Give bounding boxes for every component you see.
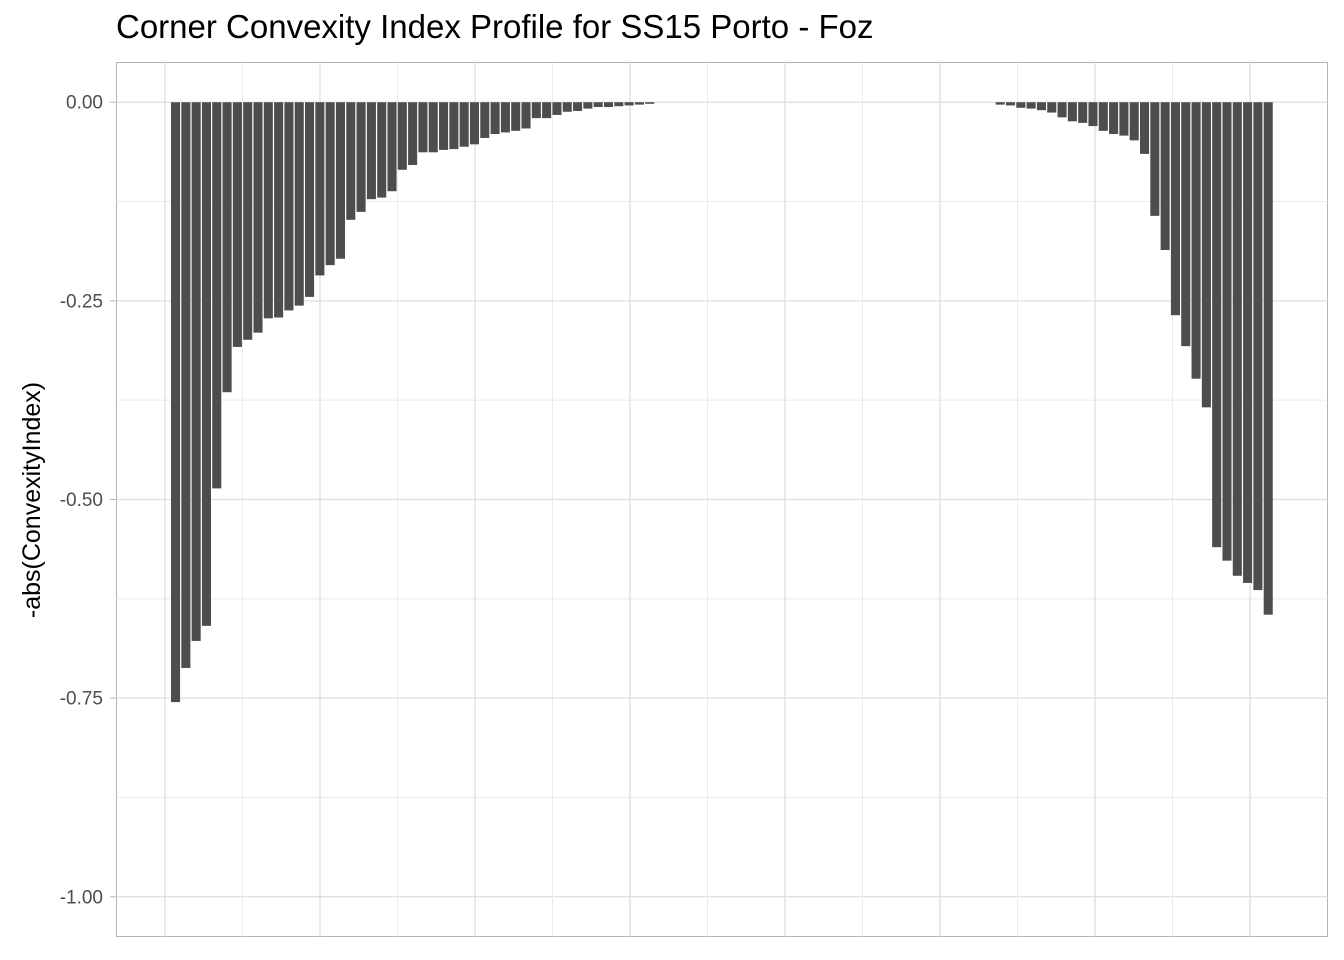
bar	[387, 102, 397, 192]
bar	[1088, 102, 1098, 127]
bar	[1212, 102, 1222, 548]
bar	[397, 102, 407, 170]
bar	[222, 102, 232, 393]
bar	[1253, 102, 1263, 591]
bar	[263, 102, 273, 319]
bar	[1263, 102, 1273, 615]
bar	[995, 102, 1005, 105]
bars	[171, 102, 1273, 703]
bar	[603, 102, 614, 107]
bar	[1119, 102, 1129, 136]
bar	[562, 102, 572, 112]
bar	[469, 102, 480, 145]
bar	[232, 102, 242, 347]
bar	[1222, 102, 1232, 561]
bar	[552, 102, 562, 115]
bar	[377, 102, 387, 198]
bar	[1160, 102, 1170, 251]
bar	[573, 102, 583, 111]
bar	[191, 102, 201, 641]
bar	[294, 102, 304, 306]
bar	[614, 102, 624, 107]
bar	[511, 102, 521, 131]
y-axis-title: -abs(ConvexityIndex)	[18, 382, 46, 618]
bar	[356, 102, 366, 212]
bar	[1026, 102, 1036, 109]
bar	[1047, 102, 1057, 113]
bar	[521, 102, 531, 129]
bar	[366, 102, 376, 200]
bar	[1232, 102, 1242, 576]
chart-title: Corner Convexity Index Profile for SS15 …	[116, 8, 874, 45]
bar	[490, 102, 500, 135]
y-tick-label: -0.75	[60, 689, 103, 710]
bar	[335, 102, 345, 259]
bar	[1109, 102, 1119, 135]
bar	[459, 102, 469, 147]
bar	[274, 102, 284, 318]
bar	[212, 102, 222, 489]
bar	[645, 102, 655, 104]
bar	[1005, 102, 1016, 106]
bar	[1078, 102, 1088, 123]
bar	[1181, 102, 1191, 347]
bar	[408, 102, 418, 165]
bar	[243, 102, 253, 340]
bar	[201, 102, 211, 626]
bar	[1016, 102, 1026, 108]
y-axis-ticks: 0.00 -0.25 -0.50 -0.75 -1.00	[60, 93, 116, 908]
bar	[428, 102, 438, 153]
bar	[531, 102, 541, 119]
bar	[1201, 102, 1211, 408]
bar	[449, 102, 459, 150]
y-tick-label: -0.50	[60, 490, 103, 511]
bar	[1098, 102, 1108, 131]
bar	[634, 102, 644, 105]
bar	[181, 102, 191, 668]
bar	[284, 102, 294, 311]
bar	[1129, 102, 1139, 141]
bar	[1170, 102, 1180, 316]
bar	[593, 102, 603, 107]
bar	[346, 102, 356, 220]
y-tick-label: 0.00	[66, 93, 103, 114]
bar	[583, 102, 593, 109]
y-tick-label: -1.00	[60, 887, 103, 908]
bar	[624, 102, 634, 106]
bar	[418, 102, 428, 153]
bar	[1191, 102, 1201, 379]
bar	[1150, 102, 1160, 216]
y-tick-label: -0.25	[60, 291, 103, 312]
bar	[1139, 102, 1150, 154]
bar	[305, 102, 315, 297]
bar	[315, 102, 325, 276]
bar	[1067, 102, 1077, 122]
bar	[500, 102, 510, 133]
bar	[439, 102, 449, 150]
bar	[253, 102, 263, 333]
bar	[1057, 102, 1067, 118]
bar	[1036, 102, 1046, 111]
bar	[1243, 102, 1253, 583]
bar	[480, 102, 490, 138]
bar	[325, 102, 335, 266]
bar	[171, 102, 181, 703]
bar	[542, 102, 552, 119]
